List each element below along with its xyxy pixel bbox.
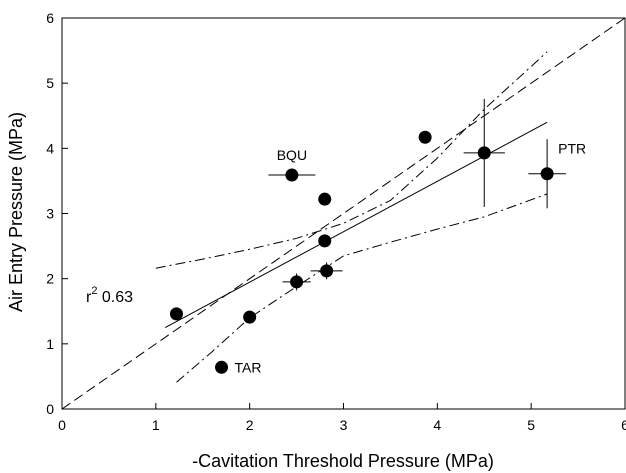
- y-tick-label: 3: [46, 206, 54, 222]
- x-tick-label: 4: [433, 417, 441, 433]
- identity-line: [61, 17, 626, 410]
- data-point: [540, 167, 554, 181]
- data-points: [169, 130, 554, 374]
- y-tick-label: 6: [46, 10, 54, 26]
- error-bars: [268, 98, 566, 291]
- point-label: BQU: [277, 147, 307, 163]
- data-point: [318, 234, 332, 248]
- data-point: [215, 360, 229, 374]
- r-squared-superscript: 2: [91, 285, 97, 297]
- y-axis-title: Air Entry Pressure (MPa): [6, 112, 26, 312]
- x-tick-label: 6: [621, 417, 626, 433]
- fit-lines: [61, 17, 626, 410]
- point-label: PTR: [558, 141, 586, 157]
- x-tick-label: 0: [58, 417, 66, 433]
- data-point: [290, 275, 304, 289]
- confidence-band-upper: [176, 193, 548, 383]
- r-squared-value: 0.63: [97, 289, 133, 306]
- y-axis-ticks: 0 1 2 3 4 5 6: [46, 10, 68, 417]
- x-tick-label: 1: [152, 417, 160, 433]
- data-point: [418, 130, 432, 144]
- y-tick-label: 1: [46, 336, 54, 352]
- data-point: [243, 310, 257, 324]
- data-point: [320, 264, 334, 278]
- confidence-band-lower: [155, 51, 548, 269]
- r-squared-prefix: r: [86, 289, 92, 306]
- point-labels: TAR BQU PTR: [235, 141, 587, 376]
- data-point: [285, 168, 299, 182]
- data-point: [477, 146, 491, 160]
- x-tick-label: 5: [527, 417, 535, 433]
- x-axis-ticks: 0 1 2 3 4 5 6: [58, 403, 626, 433]
- r-squared-annotation: r2 0.63: [86, 285, 133, 306]
- y-tick-label: 5: [46, 75, 54, 91]
- y-tick-label: 2: [46, 271, 54, 287]
- data-point: [169, 307, 183, 321]
- x-tick-label: 3: [340, 417, 348, 433]
- x-axis-title: -Cavitation Threshold Pressure (MPa): [192, 451, 494, 471]
- data-point: [318, 192, 332, 206]
- y-tick-label: 4: [46, 140, 54, 156]
- x-tick-label: 2: [246, 417, 254, 433]
- point-label: TAR: [235, 359, 262, 375]
- y-tick-label: 0: [46, 401, 54, 417]
